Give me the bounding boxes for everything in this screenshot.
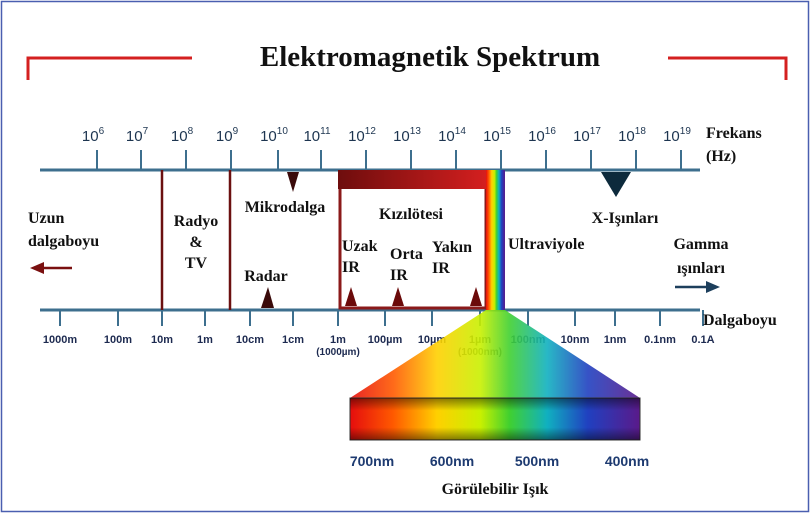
tick-base: 10 bbox=[260, 128, 277, 145]
tick-base: 10 bbox=[348, 128, 365, 145]
tick-base: 10 bbox=[303, 128, 320, 145]
wavelength-tick-label: 10m bbox=[151, 334, 173, 346]
visible-shade bbox=[350, 398, 640, 440]
tick-exponent: 17 bbox=[590, 126, 602, 137]
region-label: TV bbox=[185, 255, 208, 272]
wavelength-tick-label: 0.1nm bbox=[644, 334, 676, 346]
mid-ir-marker bbox=[392, 287, 404, 306]
wavelength-tick-label: 10nm bbox=[561, 334, 590, 346]
frequency-label: Frekans bbox=[706, 125, 762, 142]
frequency-tick-label: 1014 bbox=[438, 126, 466, 145]
region-label: Orta bbox=[390, 246, 423, 263]
region-label: IR bbox=[342, 259, 360, 276]
frequency-tick-label: 1018 bbox=[618, 126, 646, 145]
tick-exponent: 12 bbox=[365, 126, 377, 137]
tick-base: 10 bbox=[171, 128, 188, 145]
visible-bar bbox=[486, 170, 505, 310]
tick-base: 10 bbox=[528, 128, 545, 145]
tick-base: 10 bbox=[393, 128, 410, 145]
region-label: Uzak bbox=[342, 238, 378, 255]
tick-base: 10 bbox=[82, 128, 99, 145]
region-label: IR bbox=[432, 260, 450, 277]
far-ir-marker bbox=[345, 287, 357, 306]
region-label: Radar bbox=[244, 268, 288, 285]
tick-base: 10 bbox=[438, 128, 455, 145]
near-ir-marker bbox=[470, 287, 482, 306]
wavelength-tick-label: 1m bbox=[197, 334, 213, 346]
wavelength-tick-label: 1m bbox=[330, 334, 346, 346]
wavelength-tick-label: 1nm bbox=[604, 334, 627, 346]
frequency-tick-label: 1017 bbox=[573, 126, 601, 145]
tick-exponent: 11 bbox=[320, 126, 331, 137]
frequency-tick-label: 109 bbox=[216, 126, 239, 145]
region-label: Yakın bbox=[432, 239, 472, 256]
frequency-tick-label: 108 bbox=[171, 126, 194, 145]
tick-exponent: 15 bbox=[500, 126, 512, 137]
wavelength-tick-label: 1cm bbox=[282, 334, 304, 346]
tick-exponent: 19 bbox=[680, 126, 692, 137]
frequency-tick-label: 1019 bbox=[663, 126, 691, 145]
tick-exponent: 10 bbox=[277, 126, 289, 137]
region-label: Radyo bbox=[174, 213, 218, 230]
region-label: X-Işınları bbox=[592, 210, 659, 227]
tick-base: 10 bbox=[573, 128, 590, 145]
tick-exponent: 7 bbox=[143, 126, 149, 137]
frequency-tick-label: 106 bbox=[82, 126, 105, 145]
visible-tick-label: 400nm bbox=[605, 453, 649, 469]
title: Elektromagnetik Spektrum bbox=[260, 41, 600, 73]
tick-base: 10 bbox=[216, 128, 233, 145]
wavelength-tick-label: 1000m bbox=[43, 334, 77, 346]
tick-base: 10 bbox=[126, 128, 143, 145]
visible-tick-label: 700nm bbox=[350, 453, 394, 469]
microwave-marker bbox=[287, 172, 299, 192]
frequency-tick-label: 1013 bbox=[393, 126, 421, 145]
wavelength-note: (1000µm) bbox=[316, 347, 360, 358]
tick-base: 10 bbox=[663, 128, 680, 145]
tick-exponent: 6 bbox=[99, 126, 105, 137]
radar-marker bbox=[261, 287, 274, 308]
frequency-unit: (Hz) bbox=[706, 148, 736, 165]
tick-exponent: 8 bbox=[188, 126, 194, 137]
region-label: Ultraviyole bbox=[508, 236, 584, 253]
region-label: Mikrodalga bbox=[245, 199, 326, 216]
xray-marker bbox=[601, 172, 631, 197]
visible-ticks: 700nm 600nm 500nm 400nm bbox=[350, 453, 649, 469]
visible-tick-label: 500nm bbox=[515, 453, 559, 469]
bracket-right bbox=[668, 56, 788, 80]
infrared-band bbox=[338, 170, 486, 189]
frequency-tick-label: 107 bbox=[126, 126, 149, 145]
wavelength-tick-label: 100µm bbox=[368, 334, 403, 346]
tick-exponent: 18 bbox=[635, 126, 647, 137]
frequency-tick-label: 1016 bbox=[528, 126, 556, 145]
region-label: IR bbox=[390, 267, 408, 284]
wavelength-tick-label: 100m bbox=[104, 334, 132, 346]
visible-spread bbox=[350, 310, 640, 398]
frequency-ticks: 106 107 108 109 1010 1011 1012 1013 1014 1015 1016… bbox=[82, 126, 691, 170]
arrow-left bbox=[30, 262, 72, 274]
region-label: Uzun bbox=[28, 210, 65, 227]
region-label: Gamma bbox=[673, 236, 728, 253]
frequency-tick-label: 1010 bbox=[260, 126, 288, 145]
tick-exponent: 14 bbox=[455, 126, 467, 137]
arrow-right bbox=[675, 281, 720, 293]
frequency-tick-label: 1015 bbox=[483, 126, 511, 145]
wavelength-tick-label: 0.1A bbox=[691, 334, 714, 346]
wavelength-label: Dalgaboyu bbox=[703, 312, 777, 329]
region-label: dalgaboyu bbox=[28, 233, 99, 250]
visible-tick-label: 600nm bbox=[430, 453, 474, 469]
region-label: Kızılötesi bbox=[379, 206, 444, 223]
tick-base: 10 bbox=[483, 128, 500, 145]
frequency-tick-label: 1011 bbox=[303, 126, 331, 145]
region-label: & bbox=[189, 234, 202, 251]
visible-label: Görülebilir Işık bbox=[442, 481, 549, 498]
tick-exponent: 13 bbox=[410, 126, 422, 137]
frequency-tick-label: 1012 bbox=[348, 126, 376, 145]
tick-base: 10 bbox=[618, 128, 635, 145]
tick-exponent: 16 bbox=[545, 126, 557, 137]
tick-exponent: 9 bbox=[233, 126, 239, 137]
wavelength-tick-label: 10cm bbox=[236, 334, 264, 346]
region-label: ışınları bbox=[677, 260, 726, 277]
bracket-left bbox=[26, 56, 192, 80]
